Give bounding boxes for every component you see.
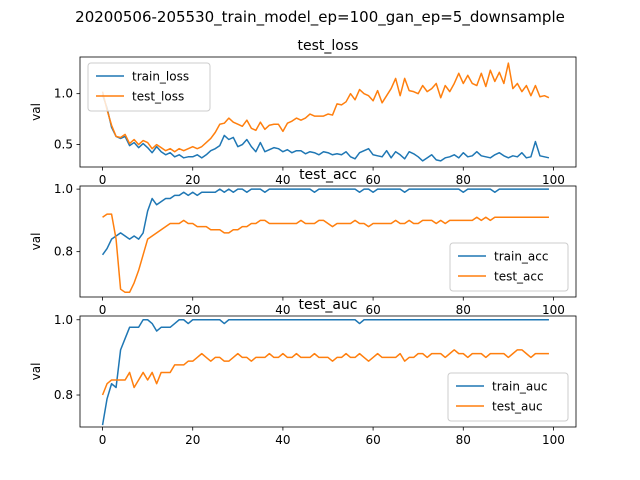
- legend-label-train_auc: train_auc: [492, 380, 548, 394]
- x-tick-label: 60: [365, 173, 380, 187]
- panel-title: test_auc: [298, 297, 357, 313]
- x-tick-label: 40: [275, 173, 290, 187]
- axes-frame: [79, 56, 577, 168]
- legend-label-test_acc: test_acc: [494, 270, 544, 284]
- y-tick-label: 0.8: [54, 245, 73, 259]
- x-tick-label: 20: [185, 173, 200, 187]
- legend-label-train_acc: train_acc: [494, 250, 548, 264]
- figure-suptitle: 20200506-205530_train_model_ep=100_gan_e…: [75, 8, 565, 27]
- legend: train_acc test_acc: [449, 242, 569, 292]
- series-line-test_acc: [102, 213, 549, 294]
- x-tick-label: 100: [542, 303, 565, 317]
- panel-title: test_acc: [299, 167, 357, 183]
- y-tick-label: 0.5: [54, 138, 73, 152]
- x-tick-label: 60: [365, 433, 380, 447]
- series-line-train_loss: [101, 94, 550, 162]
- legend-label-test_loss: test_loss: [132, 90, 184, 104]
- x-tick-label: 100: [542, 433, 565, 447]
- x-tick-label: 80: [456, 173, 471, 187]
- x-tick-label: 40: [275, 433, 290, 447]
- y-tick-label: 1.0: [54, 182, 73, 196]
- series-line-test_loss: [101, 62, 550, 153]
- chart-panel-2: 0 20 40 60 80 1000.81.0valtest_acctrain_accte…: [29, 167, 577, 317]
- y-tick-label: 1.0: [54, 87, 73, 101]
- x-tick-label: 0: [99, 173, 107, 187]
- y-axis-label: val: [29, 233, 43, 251]
- y-axis-label: val: [29, 363, 43, 381]
- legend-label-train_loss: train_loss: [132, 70, 189, 84]
- x-tick-label: 100: [542, 173, 565, 187]
- y-axis-label: val: [29, 103, 43, 121]
- chart-panel-3: 0 20 40 60 80 1000.81.0valtest_auctrain_aucte…: [29, 297, 577, 447]
- x-tick-label: 80: [456, 303, 471, 317]
- series-line-test_auc: [101, 349, 549, 396]
- series-line-train_auc: [101, 319, 549, 426]
- x-tick-label: 40: [275, 303, 290, 317]
- x-tick-label: 80: [456, 433, 471, 447]
- y-tick-label: 1.0: [54, 313, 73, 327]
- legend: train_auc test_auc: [447, 372, 569, 422]
- x-tick-label: 60: [365, 303, 380, 317]
- y-tick-label: 0.8: [54, 388, 73, 402]
- legend-box: [87, 62, 211, 112]
- legend-label-test_auc: test_auc: [492, 400, 543, 414]
- legend: train_loss test_loss: [87, 62, 211, 112]
- x-tick-label: 20: [185, 303, 200, 317]
- legend-box: [449, 242, 569, 292]
- axes-frame: [79, 315, 577, 428]
- legend-box: [447, 372, 569, 422]
- x-tick-label: 0: [99, 433, 107, 447]
- panel-title: test_loss: [298, 38, 359, 54]
- chart-panel-1: 0 20 40 60 80 1000.51.0valtest_losstrain_loss…: [29, 38, 577, 187]
- x-tick-label: 0: [99, 303, 107, 317]
- axes-frame: [79, 185, 577, 298]
- x-tick-label: 20: [185, 433, 200, 447]
- series-line-train_acc: [101, 188, 549, 256]
